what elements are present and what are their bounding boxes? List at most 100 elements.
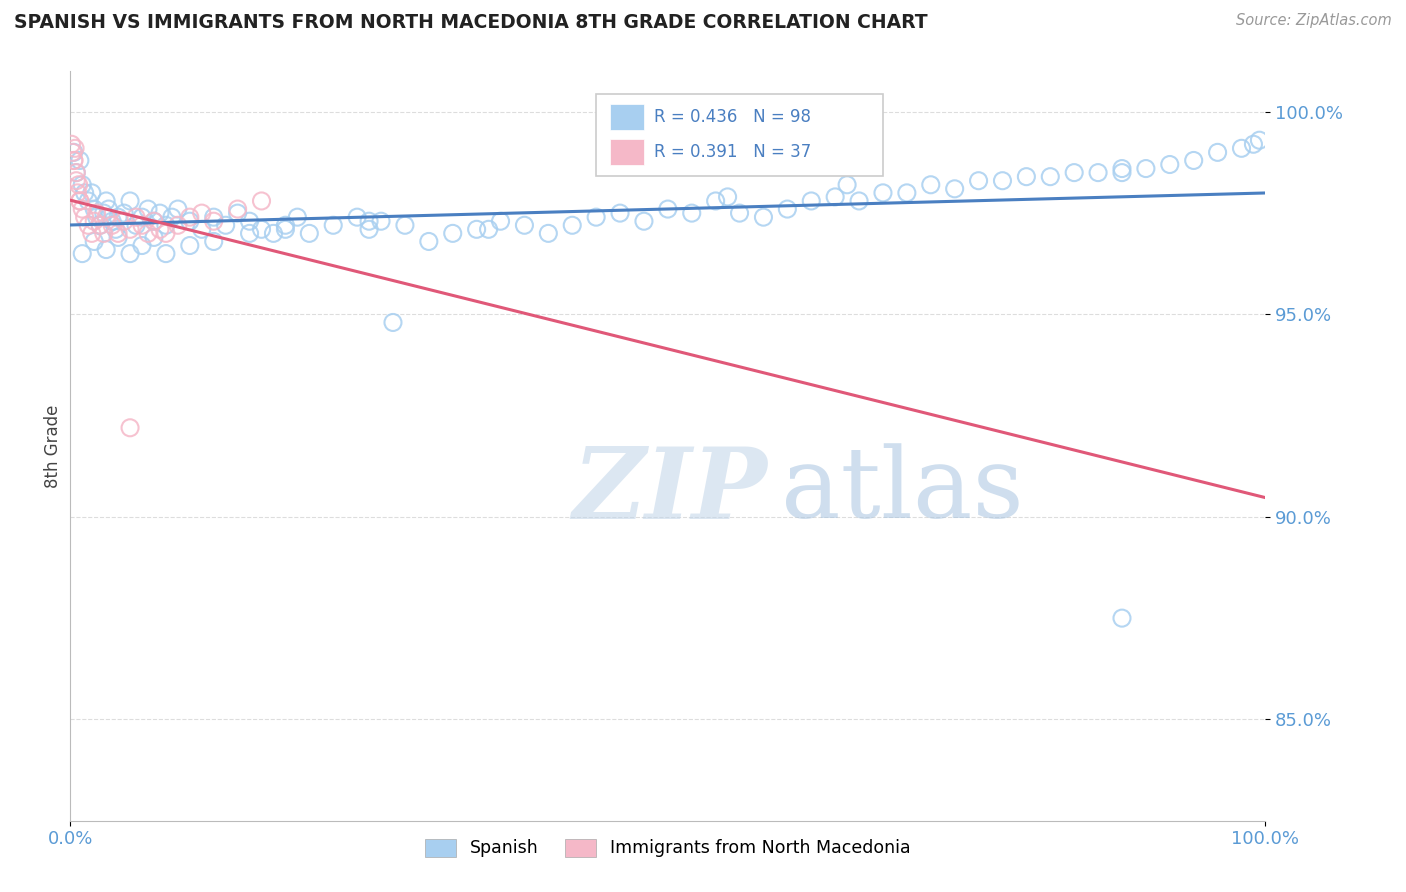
Point bbox=[489, 214, 512, 228]
Point bbox=[63, 153, 86, 168]
Point bbox=[155, 227, 177, 241]
Point bbox=[226, 206, 249, 220]
Text: atlas: atlas bbox=[782, 443, 1024, 539]
Point bbox=[86, 206, 108, 220]
Point bbox=[657, 202, 679, 216]
Point bbox=[70, 246, 93, 260]
Point bbox=[179, 238, 201, 252]
Text: R = 0.391   N = 37: R = 0.391 N = 37 bbox=[654, 144, 811, 161]
Point bbox=[1063, 166, 1085, 180]
Point bbox=[274, 219, 297, 233]
Point bbox=[274, 222, 297, 236]
Point bbox=[69, 153, 91, 168]
Point bbox=[80, 227, 103, 241]
Point bbox=[131, 219, 153, 233]
Point bbox=[83, 214, 105, 228]
Point bbox=[239, 227, 262, 241]
Point bbox=[66, 186, 89, 200]
Point bbox=[96, 194, 118, 208]
Point bbox=[322, 219, 344, 233]
Point bbox=[1182, 153, 1205, 168]
Point bbox=[513, 219, 536, 233]
Point bbox=[155, 246, 177, 260]
Point bbox=[920, 178, 942, 192]
Point bbox=[239, 214, 262, 228]
Point bbox=[359, 214, 381, 228]
Point bbox=[776, 202, 799, 216]
Point bbox=[837, 178, 859, 192]
Point bbox=[1230, 141, 1253, 155]
Point bbox=[370, 214, 392, 228]
Point bbox=[89, 219, 111, 233]
Point bbox=[101, 214, 124, 228]
Point bbox=[136, 227, 159, 241]
Point bbox=[298, 227, 321, 241]
Point bbox=[80, 186, 103, 200]
Point bbox=[65, 174, 87, 188]
Point bbox=[167, 219, 190, 233]
Point bbox=[681, 206, 703, 220]
Point bbox=[107, 227, 129, 241]
Point bbox=[107, 210, 129, 224]
Point bbox=[93, 227, 115, 241]
Point bbox=[86, 210, 108, 224]
FancyBboxPatch shape bbox=[596, 94, 883, 177]
Point bbox=[143, 230, 166, 244]
Point bbox=[359, 222, 381, 236]
Point bbox=[800, 194, 823, 208]
Point bbox=[250, 222, 273, 236]
Point bbox=[179, 210, 201, 224]
Text: SPANISH VS IMMIGRANTS FROM NORTH MACEDONIA 8TH GRADE CORRELATION CHART: SPANISH VS IMMIGRANTS FROM NORTH MACEDON… bbox=[14, 13, 928, 32]
Point bbox=[93, 206, 115, 220]
Point bbox=[73, 186, 96, 200]
Point bbox=[478, 222, 501, 236]
Point bbox=[202, 214, 225, 228]
Point bbox=[69, 194, 91, 208]
Point bbox=[263, 227, 285, 241]
Point bbox=[149, 206, 172, 220]
FancyBboxPatch shape bbox=[610, 103, 644, 130]
Point bbox=[104, 222, 127, 236]
Point bbox=[226, 202, 249, 216]
Point bbox=[120, 246, 141, 260]
Point bbox=[1039, 169, 1062, 184]
Point bbox=[97, 202, 120, 216]
Point bbox=[704, 194, 727, 208]
Point bbox=[89, 219, 111, 233]
Point bbox=[125, 210, 148, 224]
Point bbox=[1159, 157, 1181, 171]
Point bbox=[394, 219, 416, 233]
Point bbox=[96, 210, 118, 224]
Point bbox=[143, 214, 166, 228]
Point bbox=[202, 210, 225, 224]
Point bbox=[872, 186, 894, 200]
Point bbox=[1249, 133, 1271, 147]
Point bbox=[537, 227, 560, 241]
Point bbox=[125, 219, 148, 233]
Point bbox=[149, 222, 172, 236]
Point bbox=[1111, 611, 1133, 625]
Point bbox=[107, 230, 129, 244]
Point bbox=[120, 194, 141, 208]
Point bbox=[120, 222, 141, 236]
Point bbox=[120, 421, 141, 435]
Point bbox=[70, 178, 93, 192]
Point bbox=[1111, 161, 1133, 176]
Point bbox=[752, 210, 775, 224]
Point bbox=[131, 210, 153, 224]
Point bbox=[287, 210, 309, 224]
Point bbox=[441, 227, 464, 241]
Point bbox=[112, 214, 135, 228]
Point bbox=[250, 194, 273, 208]
Point bbox=[65, 166, 87, 180]
Point bbox=[63, 153, 86, 168]
Legend: Spanish, Immigrants from North Macedonia: Spanish, Immigrants from North Macedonia bbox=[418, 831, 918, 864]
Point bbox=[96, 243, 118, 257]
Point bbox=[848, 194, 870, 208]
Point bbox=[73, 210, 96, 224]
Point bbox=[633, 214, 655, 228]
Point bbox=[83, 202, 105, 216]
Point bbox=[77, 194, 100, 208]
Point bbox=[67, 178, 90, 192]
Point bbox=[83, 235, 105, 249]
